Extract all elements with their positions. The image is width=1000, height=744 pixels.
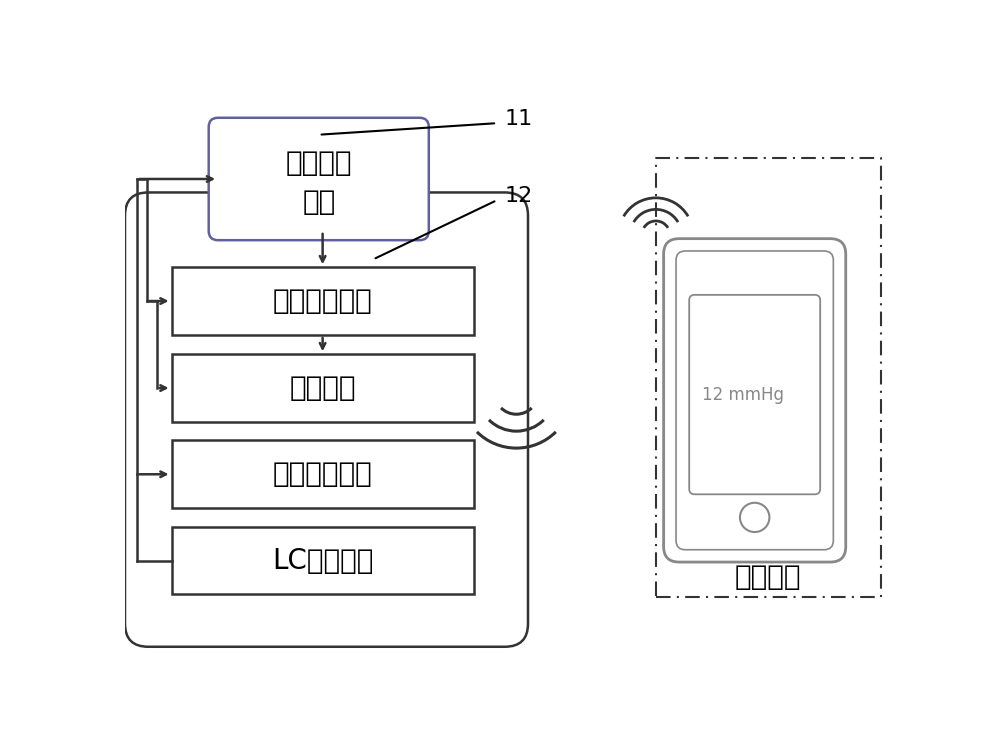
Text: 射频单元: 射频单元 — [289, 374, 356, 402]
FancyBboxPatch shape — [172, 354, 474, 422]
FancyBboxPatch shape — [664, 239, 846, 562]
Text: 数模转换单元: 数模转换单元 — [273, 287, 372, 315]
FancyBboxPatch shape — [676, 251, 833, 550]
Text: 外部装置: 外部装置 — [735, 563, 801, 591]
Text: LC供能单元: LC供能单元 — [272, 547, 373, 574]
Text: 电源管理单元: 电源管理单元 — [273, 461, 372, 488]
Text: 应变感应: 应变感应 — [286, 150, 352, 177]
FancyBboxPatch shape — [172, 527, 474, 594]
FancyBboxPatch shape — [172, 440, 474, 508]
FancyBboxPatch shape — [209, 118, 429, 240]
FancyBboxPatch shape — [125, 193, 528, 647]
FancyBboxPatch shape — [172, 267, 474, 335]
FancyBboxPatch shape — [689, 295, 820, 494]
Text: 11: 11 — [505, 109, 533, 129]
Text: 电路: 电路 — [302, 187, 335, 216]
Text: 12 mmHg: 12 mmHg — [702, 385, 784, 403]
Text: 12: 12 — [505, 186, 533, 206]
